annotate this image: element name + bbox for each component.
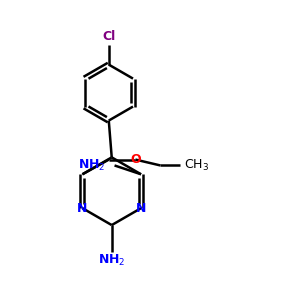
Text: O: O [130,153,141,166]
Text: Cl: Cl [102,30,116,44]
Text: NH$_2$: NH$_2$ [78,158,106,173]
Text: N: N [77,202,88,215]
Text: CH$_3$: CH$_3$ [184,158,209,173]
Text: N: N [136,202,146,215]
Text: NH$_2$: NH$_2$ [98,253,125,268]
